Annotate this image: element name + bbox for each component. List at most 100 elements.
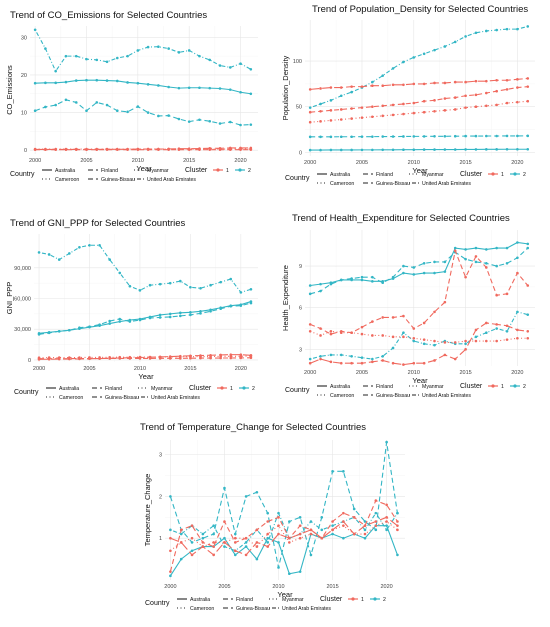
y-tick-label: 3 (299, 347, 302, 353)
series-line-australia (169, 525, 398, 577)
legend-cluster-label: 1 (230, 386, 233, 392)
data-point (495, 246, 498, 250)
data-point (249, 92, 253, 96)
data-point (179, 528, 183, 532)
data-point (229, 353, 233, 356)
x-tick-label: 2010 (134, 366, 146, 372)
data-point (363, 528, 367, 532)
data-point (244, 495, 248, 498)
data-point (239, 291, 243, 294)
data-point (249, 301, 253, 305)
data-point (485, 339, 488, 343)
data-point (329, 360, 333, 364)
data-point (371, 80, 374, 84)
data-point (212, 541, 215, 544)
data-point (223, 545, 226, 548)
data-point (298, 570, 302, 573)
data-point (168, 355, 172, 358)
data-point (115, 79, 119, 83)
data-point (85, 78, 88, 82)
data-point (342, 520, 345, 523)
data-point (433, 339, 436, 343)
data-point (146, 45, 150, 49)
data-point (371, 360, 374, 364)
x-axis-title: Year (412, 376, 428, 385)
data-point (201, 541, 205, 544)
data-point (412, 111, 416, 115)
x-tick-label: 2020 (380, 584, 392, 590)
data-point (179, 311, 182, 315)
data-point (363, 536, 367, 540)
y-tick-label: 0 (24, 148, 27, 154)
data-point (128, 284, 132, 288)
data-point (350, 148, 353, 152)
data-point (402, 135, 405, 138)
data-point (516, 310, 519, 314)
data-point (331, 528, 334, 532)
legend-country-label: Cameroon (330, 393, 354, 399)
data-point (320, 528, 324, 532)
legend-country-label: Finland (101, 168, 118, 174)
data-point (402, 102, 405, 106)
data-point (526, 25, 530, 28)
data-point (474, 255, 478, 258)
data-point (412, 148, 416, 152)
data-point (138, 356, 142, 359)
data-point (464, 339, 467, 343)
data-point (249, 67, 253, 71)
data-point (329, 282, 333, 286)
data-point (115, 147, 119, 151)
legend-country-label: Guinea-Bissau (376, 181, 410, 187)
data-point (212, 545, 215, 548)
data-point (187, 147, 191, 151)
data-point (485, 134, 488, 138)
data-point (179, 314, 182, 318)
data-point (47, 331, 51, 335)
data-point (474, 105, 478, 109)
data-point (350, 107, 353, 110)
data-point (505, 330, 509, 333)
data-point (218, 87, 222, 90)
data-point (308, 120, 312, 124)
data-point (371, 135, 374, 138)
y-tick-label: 3 (159, 453, 162, 459)
data-point (516, 336, 519, 340)
data-point (179, 354, 182, 358)
legend-title-cluster: Cluster (185, 167, 208, 174)
data-point (190, 549, 194, 553)
data-point (219, 280, 222, 284)
data-point (277, 541, 280, 544)
legend-cluster-label: 2 (383, 597, 386, 603)
data-point (412, 266, 416, 269)
y-tick-label: 0 (299, 150, 302, 156)
data-point (385, 516, 388, 519)
data-point (516, 328, 519, 332)
data-point (381, 316, 385, 319)
data-point (485, 331, 488, 334)
data-point (190, 553, 194, 557)
data-point (85, 109, 88, 113)
y-tick-label: 1 (159, 536, 162, 542)
data-point (381, 148, 385, 152)
legend-country-label: Myanmar (282, 597, 304, 603)
data-point (329, 99, 333, 102)
data-point (443, 260, 447, 264)
data-point (526, 246, 530, 250)
legend-title-cluster: Cluster (320, 596, 343, 603)
data-point (339, 148, 343, 152)
data-point (228, 146, 232, 150)
data-point (371, 280, 374, 283)
data-point (350, 331, 353, 334)
series-line-united-arab-emirates (34, 29, 252, 73)
series-line-myanmar (39, 354, 251, 360)
data-point (391, 148, 395, 152)
data-point (391, 335, 395, 339)
data-point (255, 557, 259, 561)
data-point (249, 354, 253, 357)
data-point (212, 532, 215, 536)
data-point (201, 536, 205, 540)
data-point (360, 116, 364, 119)
series-line-australia (310, 241, 528, 287)
data-point (199, 310, 202, 313)
data-point (464, 148, 467, 151)
